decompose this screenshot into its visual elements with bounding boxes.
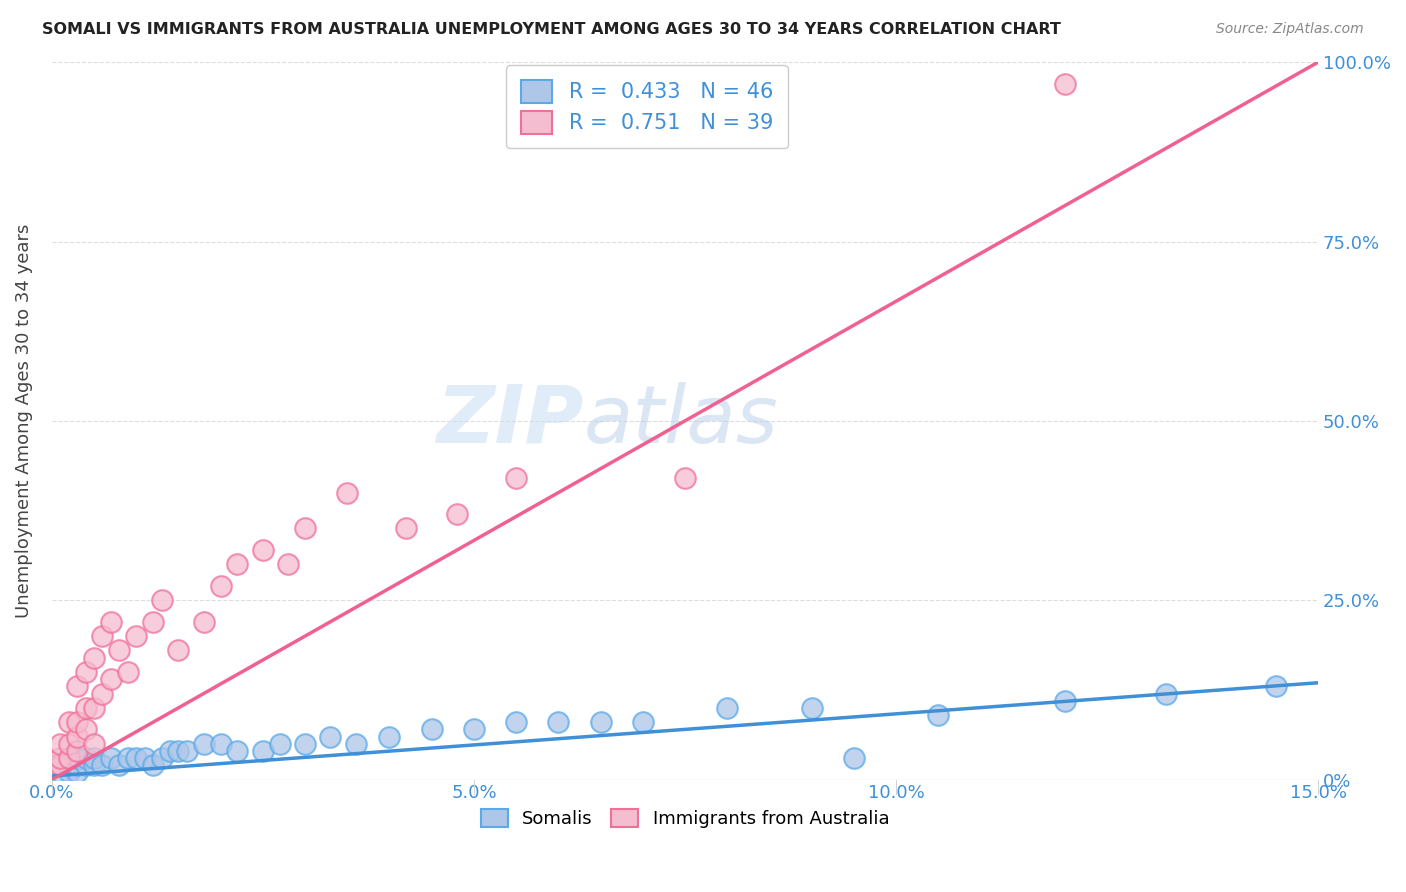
Point [420,723,443,737]
Point [83,701,105,715]
Point [226,744,249,758]
Point [45,758,67,772]
Point [125,629,148,643]
Point [505,471,527,485]
Point [446,507,468,521]
Point [58,737,80,751]
Point [336,485,359,500]
Point [142,615,165,629]
Point [58,751,80,765]
Point [117,751,139,765]
Point [176,744,198,758]
Point [673,471,696,485]
Point [1264,679,1286,693]
Text: SOMALI VS IMMIGRANTS FROM AUSTRALIA UNEMPLOYMENT AMONG AGES 30 TO 34 YEARS CORRE: SOMALI VS IMMIGRANTS FROM AUSTRALIA UNEM… [42,22,1062,37]
Point [49,737,72,751]
Point [66,765,89,780]
Point [108,643,131,657]
Point [49,758,72,772]
Point [66,744,89,758]
Point [1053,694,1076,708]
Point [100,751,122,765]
Point [631,715,654,730]
Text: ZIP: ZIP [436,382,583,460]
Point [117,665,139,679]
Point [125,751,148,765]
Point [167,643,190,657]
Point [75,723,97,737]
Point [1053,77,1076,91]
Point [83,751,105,765]
Point [58,715,80,730]
Point [927,708,949,723]
Point [83,758,105,772]
Point [1154,686,1177,700]
Text: atlas: atlas [583,382,779,460]
Point [49,751,72,765]
Point [91,686,114,700]
Point [193,615,215,629]
Point [108,758,131,772]
Point [91,629,114,643]
Point [463,723,485,737]
Point [209,737,232,751]
Point [209,579,232,593]
Point [66,758,89,772]
Point [716,701,738,715]
Point [83,650,105,665]
Point [277,558,299,572]
Point [58,751,80,765]
Point [800,701,823,715]
Point [83,737,105,751]
Point [159,744,181,758]
Point [842,751,865,765]
Point [505,715,527,730]
Point [226,558,249,572]
Point [378,730,401,744]
Point [344,737,367,751]
Point [134,751,156,765]
Point [252,543,274,558]
Point [294,737,316,751]
Point [142,758,165,772]
Point [100,615,122,629]
Point [75,665,97,679]
Point [49,765,72,780]
Point [319,730,342,744]
Point [269,737,291,751]
Point [66,751,89,765]
Point [150,751,173,765]
Point [75,751,97,765]
Point [100,672,122,686]
Point [193,737,215,751]
Point [252,744,274,758]
Point [49,758,72,772]
Point [547,715,569,730]
Point [66,679,89,693]
Point [45,758,67,772]
Point [75,701,97,715]
Point [395,521,418,535]
Point [167,744,190,758]
Point [58,765,80,780]
Point [294,521,316,535]
Legend: Somalis, Immigrants from Australia: Somalis, Immigrants from Australia [474,801,897,835]
Point [66,715,89,730]
Point [66,730,89,744]
Point [58,758,80,772]
Point [589,715,612,730]
Point [91,758,114,772]
Y-axis label: Unemployment Among Ages 30 to 34 years: Unemployment Among Ages 30 to 34 years [15,224,32,618]
Point [150,593,173,607]
Point [75,758,97,772]
Text: Source: ZipAtlas.com: Source: ZipAtlas.com [1216,22,1364,37]
